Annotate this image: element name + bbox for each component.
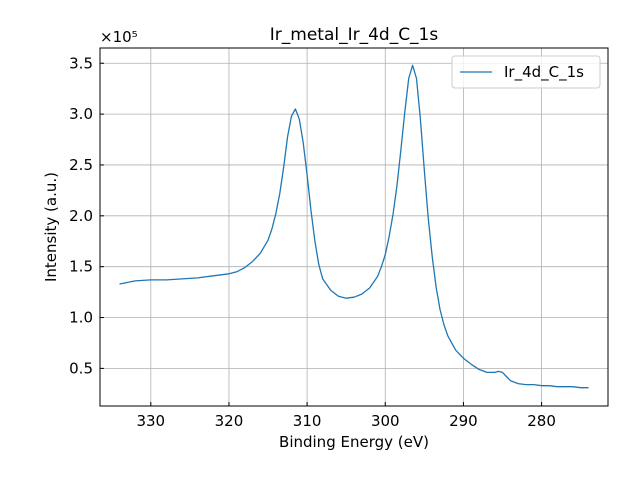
x-tick-label: 320 (215, 412, 244, 430)
series-line (119, 64, 589, 389)
legend-box (451, 55, 601, 89)
y-tick-label: 3.5 (69, 54, 93, 72)
ticks-layer: 330 320 310 300 290 280 0.5 1.0 1.5 2.0 2.5 3.0 3.5 (69, 54, 556, 430)
y-tick-label: 3.0 (69, 105, 93, 123)
y-axis-label: Intensity (a.u.) (42, 172, 60, 282)
x-tick-label: 310 (293, 412, 322, 430)
grid (100, 48, 608, 406)
legend: Ir_4d_C_1s (451, 55, 601, 89)
x-tick-label: 330 (136, 412, 165, 430)
x-tick-label: 300 (371, 412, 400, 430)
x-tick-label: 280 (527, 412, 556, 430)
x-axis-label: Binding Energy (eV) (279, 433, 429, 451)
y-tick-label: 2.5 (69, 156, 93, 174)
plot-frame (99, 47, 609, 407)
y-offset-text: ×10⁵ (100, 28, 138, 46)
y-tick-label: 0.5 (69, 359, 93, 377)
series-layer (119, 64, 589, 389)
y-tick-label: 2.0 (69, 207, 93, 225)
y-tick-label: 1.5 (69, 258, 93, 276)
x-tick-label: 290 (449, 412, 478, 430)
y-tick-label: 1.0 (69, 309, 93, 327)
chart-title: Ir_metal_Ir_4d_C_1s (270, 25, 439, 45)
legend-label: Ir_4d_C_1s (504, 63, 584, 82)
